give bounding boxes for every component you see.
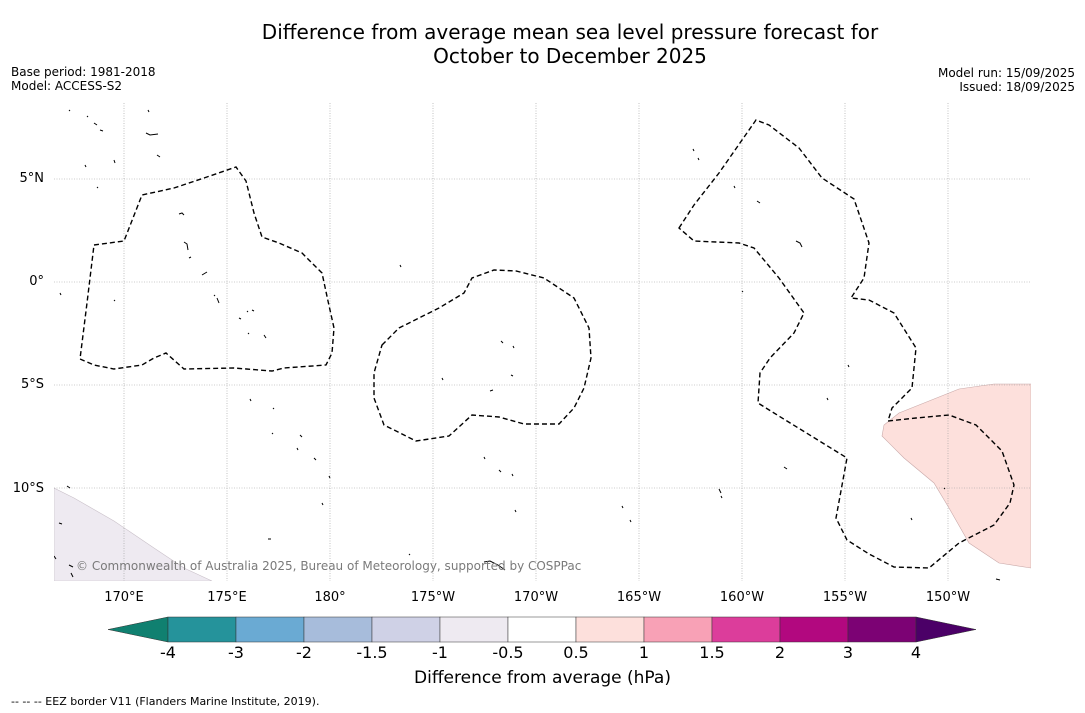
colorbar-segment [507,616,577,643]
graticule [54,103,1031,581]
negative-anomaly-region [54,487,213,581]
colorbar-tick: 3 [842,643,854,662]
lat-label-0: 0° [29,274,44,289]
eez-border-tokelau [373,269,592,442]
colorbar-segment [847,616,917,643]
lon-label-170e: 170°E [104,590,144,605]
colorbar-segment [575,616,645,643]
chart-title: Difference from average mean sea level p… [0,20,1085,68]
title-line-1: Difference from average mean sea level p… [261,20,879,44]
eez-borders [79,119,1015,569]
colorbar-segment [439,616,509,643]
base-period: Base period: 1981-2018 [11,65,156,79]
lon-label-180: 180° [314,590,346,605]
lon-label-165w: 165°W [616,590,662,605]
lon-label-175w: 175°W [410,590,456,605]
lon-label-175e: 175°E [207,590,247,605]
positive-anomaly-region [881,383,1031,569]
eez-border-kiribati-gilbert [79,166,335,372]
model-name: Model: ACCESS-S2 [11,79,123,93]
colorbar-extend-max [915,616,977,643]
colorbar-tick: -4 [160,643,176,662]
lon-label-150w: 150°W [925,590,971,605]
islands [54,109,1001,581]
colorbar-tick: 1.5 [699,643,725,662]
map-area [54,103,1031,581]
island [692,148,1001,581]
lat-label-5n: 5°N [19,171,45,186]
colorbar-tick: -2 [296,643,312,662]
colorbar-tick: 4 [910,643,922,662]
island [54,485,74,578]
colorbar-segment [371,616,441,643]
colorbar-tick: -1 [432,643,448,662]
lat-label-10s: 10°S [12,481,44,496]
issued-date: Issued: 18/09/2025 [959,80,1075,94]
eez-border-line-islands [678,119,1015,569]
colorbar-segment [167,616,237,643]
lon-label-160w: 160°W [719,590,765,605]
colorbar-segment [779,616,849,643]
colorbar-segment [643,616,713,643]
colorbar-extend-min [107,616,169,643]
eez-footnote: -- -- -- EEZ border V11 (Flanders Marine… [11,695,320,708]
island [59,264,515,392]
island [408,456,632,571]
lon-label-155w: 155°W [822,590,868,605]
title-line-2: October to December 2025 [433,44,707,68]
colorbar-segment [303,616,373,643]
island [249,398,331,540]
colorbar-segment [711,616,781,643]
island [68,109,161,189]
model-run: Model run: 15/09/2025 [937,66,1075,80]
lat-label-5s: 5°S [20,377,44,392]
copyright-notice: © Commonwealth of Australia 2025, Bureau… [76,559,582,573]
meta-left: Base period: 1981-2018 Model: ACCESS-S2 [11,65,156,93]
colorbar-tick: -1.5 [356,643,388,662]
map-svg [54,103,1031,581]
lon-label-170w: 170°W [513,590,559,605]
colorbar-tick: 0.5 [563,643,589,662]
colorbar-tick: -3 [228,643,244,662]
meta-right: Model run: 15/09/2025 Issued: 18/09/2025 [938,66,1075,94]
colorbar [107,616,977,643]
island [178,212,267,339]
colorbar-tick: -0.5 [492,643,524,662]
colorbar-tick: 1 [638,643,650,662]
colorbar-tick: 2 [774,643,786,662]
colorbar-segment [235,616,305,643]
colorbar-label: Difference from average (hPa) [414,668,671,688]
